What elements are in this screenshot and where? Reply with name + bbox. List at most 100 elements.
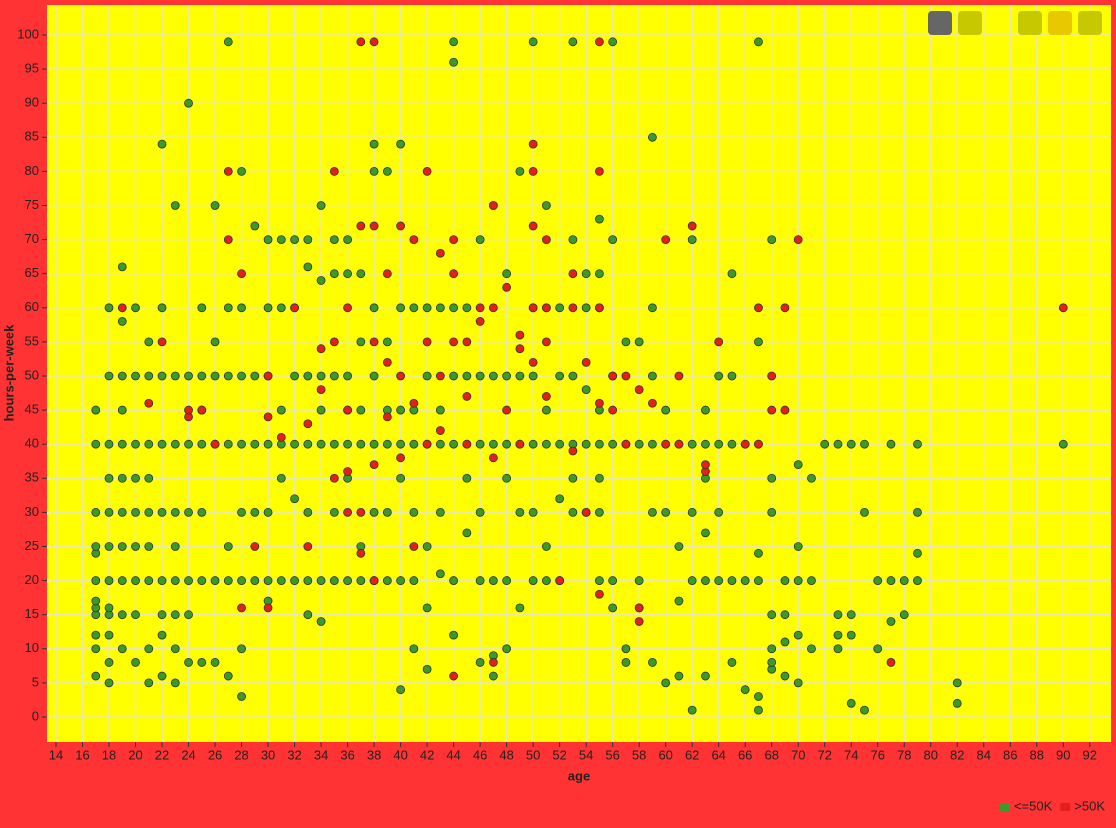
point [237,644,246,654]
point [449,57,459,67]
point [131,658,140,667]
legend-swatch [999,803,1010,811]
point [435,371,445,381]
point [237,371,246,381]
point [290,494,299,504]
point [144,644,154,654]
point [382,439,392,449]
point [263,439,273,449]
point [581,303,591,313]
point [237,303,246,313]
point [793,235,803,244]
point [515,330,525,340]
point [581,385,591,395]
point [91,644,101,654]
point [382,166,392,176]
point [449,371,459,381]
point [329,439,339,449]
menu-button[interactable] [1078,11,1102,35]
point [170,644,180,654]
point [117,473,127,483]
point [131,473,140,483]
point [382,412,392,422]
x-tick-label: 70 [791,747,805,762]
point [170,678,180,688]
x-tick-label: 84 [977,747,991,762]
point [793,542,803,551]
point [581,357,591,367]
y-tick-label: 25 [25,538,39,553]
point [952,678,962,688]
point [197,658,207,667]
point [369,507,379,517]
point [104,603,114,613]
point [316,371,326,381]
y-axis-title: hours-per-week [1,324,16,422]
point [223,576,233,585]
point [223,235,233,244]
x-tick-label: 82 [950,747,964,762]
point [303,507,313,517]
point [435,248,445,258]
point [422,337,432,347]
point [1058,303,1068,313]
point [515,603,525,613]
point [91,576,101,585]
point [541,235,551,244]
point [648,439,657,449]
point [343,303,352,313]
point [687,576,697,585]
point [184,658,193,667]
point [555,439,565,449]
point [117,610,127,620]
point [475,371,485,381]
select-button[interactable] [958,11,982,35]
point [754,548,763,558]
point [131,610,140,620]
point [210,371,220,381]
point [449,235,459,244]
point [197,371,207,381]
point [170,507,180,517]
y-tick-label: 45 [25,402,39,417]
point [316,344,326,354]
point [528,507,538,517]
point [303,235,313,244]
point [263,603,273,613]
point [449,576,459,585]
point [793,630,803,640]
point [793,460,803,470]
point [740,439,750,449]
point [409,303,419,313]
fit-button[interactable] [1018,11,1042,35]
point [449,269,459,279]
point [422,371,432,381]
point [422,166,432,176]
warning-button[interactable] [1048,11,1072,35]
point [170,439,180,449]
x-tick-label: 56 [605,747,619,762]
point [528,357,538,367]
point [754,303,763,313]
legend-swatch [1060,803,1071,811]
point [648,132,657,142]
point [595,507,604,517]
point [170,576,180,585]
point [303,610,313,620]
point [382,337,392,347]
point [117,262,127,272]
point [210,576,220,585]
point [846,630,856,640]
point [541,337,551,347]
pan-button[interactable] [928,11,952,35]
point [449,37,459,47]
point [435,569,445,579]
point [382,357,392,367]
point [250,576,260,585]
toolbar [928,11,1102,35]
point [104,439,114,449]
point [197,507,207,517]
point [621,371,631,381]
point [648,658,657,667]
point [661,235,671,244]
